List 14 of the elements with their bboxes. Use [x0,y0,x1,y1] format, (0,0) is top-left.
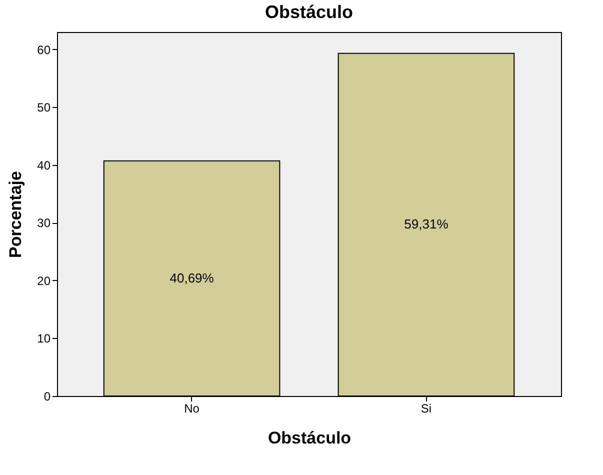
x-tick-label: No [184,402,200,416]
y-tick-label: 60 [37,42,51,57]
y-tick-label: 10 [37,332,51,346]
data-label: 40,69% [170,270,214,286]
y-tick-label: 50 [37,100,51,115]
y-tick-label: 0 [44,390,51,404]
data-label: 59,31% [404,216,449,232]
y-tick-label: 20 [37,274,51,288]
x-axis-title: Obstáculo [268,428,352,448]
y-axis-title: Porcentaje [6,171,26,258]
y-tick-label: 30 [37,216,51,230]
y-tick-label: 40 [37,158,51,172]
x-tick-label: Si [420,402,432,416]
chart-title: Obstáculo [264,2,354,22]
